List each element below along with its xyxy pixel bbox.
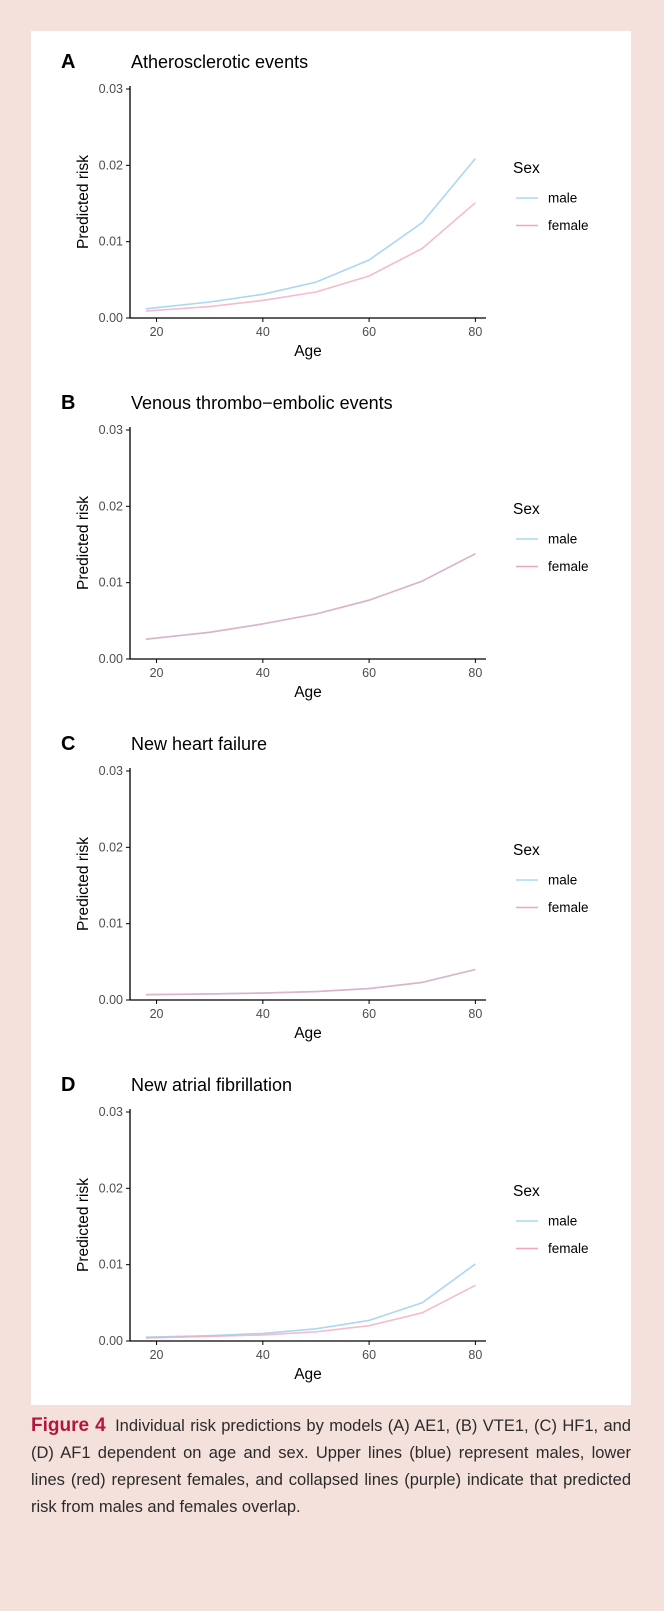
x-axis-label: Age (294, 684, 322, 701)
y-tick-label: 0.00 (99, 993, 123, 1007)
x-axis-label: Age (294, 343, 322, 360)
charts-canvas: A Atherosclerotic events 0.00 0.01 0.02 0.03 2… (61, 51, 589, 1383)
x-tick-label: 60 (362, 666, 376, 680)
series-line-female (145, 552, 476, 640)
y-tick-label: 0.02 (99, 1181, 123, 1195)
chart-title: New heart failure (131, 734, 267, 754)
x-tick-label: 20 (150, 666, 164, 680)
chart-title: Venous thrombo−embolic events (131, 393, 393, 413)
y-axis-label: Predicted risk (75, 496, 92, 590)
series-line-female (145, 1284, 476, 1339)
x-axis-label: Age (294, 1366, 322, 1383)
x-tick-label: 60 (362, 325, 376, 339)
x-tick-label: 60 (362, 1007, 376, 1021)
panel-label: D (61, 1074, 75, 1096)
y-tick-label: 0.03 (99, 1105, 123, 1119)
chart-panel-c: C New heart failure 0.00 0.01 0.02 0.03 20 40 60… (61, 733, 589, 1042)
legend-label-male: male (548, 532, 577, 547)
legend-title: Sex (513, 842, 540, 859)
chart-panel-d: D New atrial fibrillation 0.00 0.01 0.02 0.03… (61, 1074, 589, 1383)
series-line-male (145, 157, 477, 310)
caption-text: Individual risk predictions by models (A… (31, 1417, 631, 1516)
legend-label-male: male (548, 873, 577, 888)
panel-label: C (61, 733, 75, 755)
y-axis-label: Predicted risk (75, 155, 92, 249)
legend-label-male: male (548, 191, 577, 206)
x-tick-label: 40 (256, 1348, 270, 1362)
legend-label-female: female (548, 900, 589, 915)
chart-title: New atrial fibrillation (131, 1075, 292, 1095)
series-line-female (145, 968, 476, 996)
y-tick-label: 0.03 (99, 764, 123, 778)
panel-label: B (61, 392, 75, 414)
legend-label-female: female (548, 1241, 589, 1256)
figure-caption: Figure 4 Individual risk predictions by … (31, 1412, 631, 1521)
y-tick-label: 0.00 (99, 652, 123, 666)
x-tick-label: 80 (468, 666, 482, 680)
y-tick-label: 0.03 (99, 82, 123, 96)
chart-panel-a: A Atherosclerotic events 0.00 0.01 0.02 0.03 2… (61, 51, 589, 360)
x-tick-label: 80 (468, 1007, 482, 1021)
x-tick-label: 60 (362, 1348, 376, 1362)
y-tick-label: 0.01 (99, 917, 123, 931)
chart-title: Atherosclerotic events (131, 52, 308, 72)
legend-title: Sex (513, 501, 540, 518)
figure-label: Figure 4 (31, 1415, 106, 1436)
y-axis-label: Predicted risk (75, 1178, 92, 1272)
panel-label: A (61, 51, 75, 73)
figure-panel: A Atherosclerotic events 0.00 0.01 0.02 0.03 2… (31, 31, 631, 1405)
legend-title: Sex (513, 1183, 540, 1200)
x-tick-label: 20 (150, 1348, 164, 1362)
y-tick-label: 0.00 (99, 311, 123, 325)
series-line-male (145, 1263, 476, 1338)
series-line-female (145, 202, 476, 312)
y-tick-label: 0.01 (99, 1258, 123, 1272)
x-axis-label: Age (294, 1025, 322, 1042)
y-tick-label: 0.01 (99, 576, 123, 590)
legend-label-female: female (548, 218, 589, 233)
series-line-male (145, 552, 476, 640)
x-tick-label: 40 (256, 666, 270, 680)
legend-label-female: female (548, 559, 589, 574)
y-tick-label: 0.00 (99, 1334, 123, 1348)
y-tick-label: 0.02 (99, 158, 123, 172)
y-tick-label: 0.02 (99, 499, 123, 513)
chart-panel-b: B Venous thrombo−embolic events 0.00 0.01 0.… (61, 392, 589, 701)
x-tick-label: 80 (468, 325, 482, 339)
x-tick-label: 20 (150, 325, 164, 339)
legend-title: Sex (513, 160, 540, 177)
legend-label-male: male (548, 1214, 577, 1229)
x-tick-label: 20 (150, 1007, 164, 1021)
y-tick-label: 0.02 (99, 840, 123, 854)
y-tick-label: 0.01 (99, 235, 123, 249)
y-tick-label: 0.03 (99, 423, 123, 437)
x-tick-label: 40 (256, 1007, 270, 1021)
x-tick-label: 80 (468, 1348, 482, 1362)
x-tick-label: 40 (256, 325, 270, 339)
y-axis-label: Predicted risk (75, 837, 92, 931)
